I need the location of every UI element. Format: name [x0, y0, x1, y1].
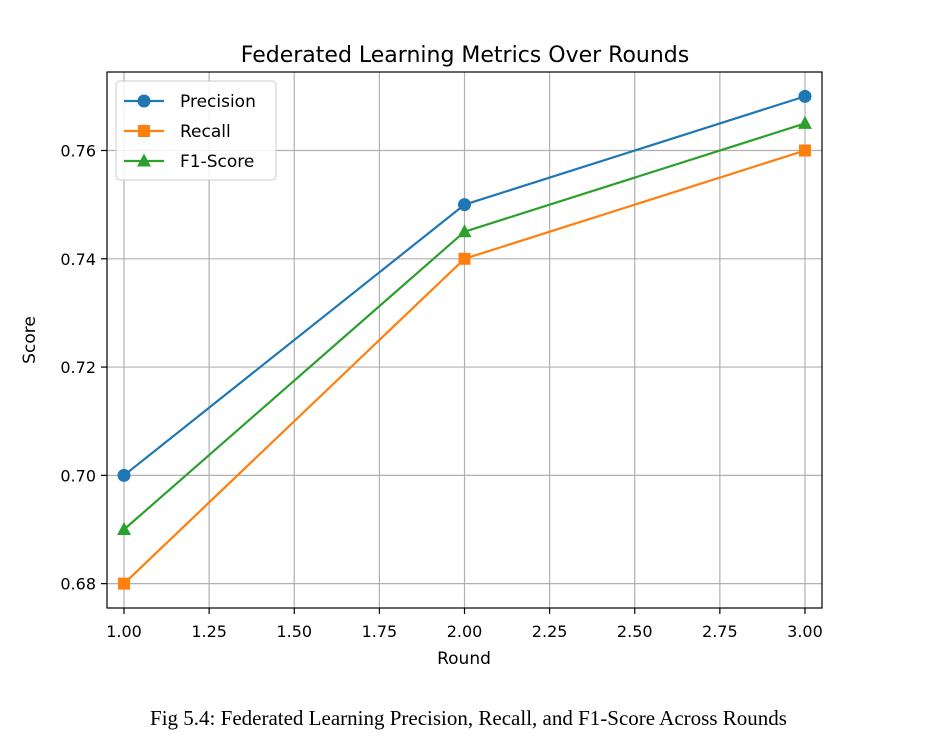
legend-item-f1-score: F1-Score [124, 152, 254, 172]
y-axis-label: Score [20, 316, 40, 364]
legend-marker [137, 153, 151, 167]
legend-label: Recall [180, 122, 231, 142]
x-axis-label: Round [437, 649, 491, 669]
x-tick-label: 1.50 [276, 622, 312, 641]
recall-point [118, 577, 131, 590]
f1-score-point [797, 115, 812, 129]
legend-marker [138, 125, 150, 137]
x-tick-label: 3.00 [787, 622, 823, 641]
chart-title: Federated Learning Metrics Over Rounds [241, 43, 689, 68]
axis-ticks: 1.00 1.25 1.50 1.75 2.00 2.25 2.50 2.75 3.00 0.68… [60, 142, 822, 641]
y-tick-label: 0.76 [60, 142, 96, 161]
precision-point [117, 468, 131, 482]
x-tick-label: 2.50 [617, 622, 653, 641]
series-recall [118, 144, 811, 590]
series-precision [117, 89, 812, 482]
series-f1-score [117, 115, 812, 535]
legend: Precision Recall F1-Score [115, 80, 277, 181]
x-tick-label: 2.25 [532, 622, 568, 641]
x-tick-label: 2.00 [447, 622, 483, 641]
y-tick-label: 0.68 [60, 575, 96, 594]
legend-marker [137, 94, 151, 108]
precision-point [798, 89, 812, 103]
series-layer [117, 89, 812, 590]
x-tick-label: 2.75 [702, 622, 738, 641]
y-tick-label: 0.74 [60, 250, 96, 269]
f1-score-point [457, 224, 472, 238]
recall-point [458, 252, 471, 265]
y-tick-label: 0.72 [60, 358, 96, 377]
figure-caption: Fig 5.4: Federated Learning Precision, R… [150, 706, 787, 730]
line-chart: Federated Learning Metrics Over Rounds 1… [20, 43, 823, 669]
legend-label: Precision [180, 92, 256, 112]
y-tick-label: 0.70 [60, 466, 96, 485]
x-tick-label: 1.00 [106, 622, 142, 641]
x-tick-label: 1.25 [191, 622, 227, 641]
f1-score-point [117, 521, 132, 535]
legend-label: F1-Score [180, 152, 254, 172]
recall-point [798, 144, 811, 157]
legend-item-precision: Precision [124, 92, 256, 112]
precision-point [458, 198, 471, 212]
legend-box [115, 80, 277, 181]
legend-item-recall: Recall [124, 122, 231, 142]
x-tick-label: 1.75 [362, 622, 398, 641]
